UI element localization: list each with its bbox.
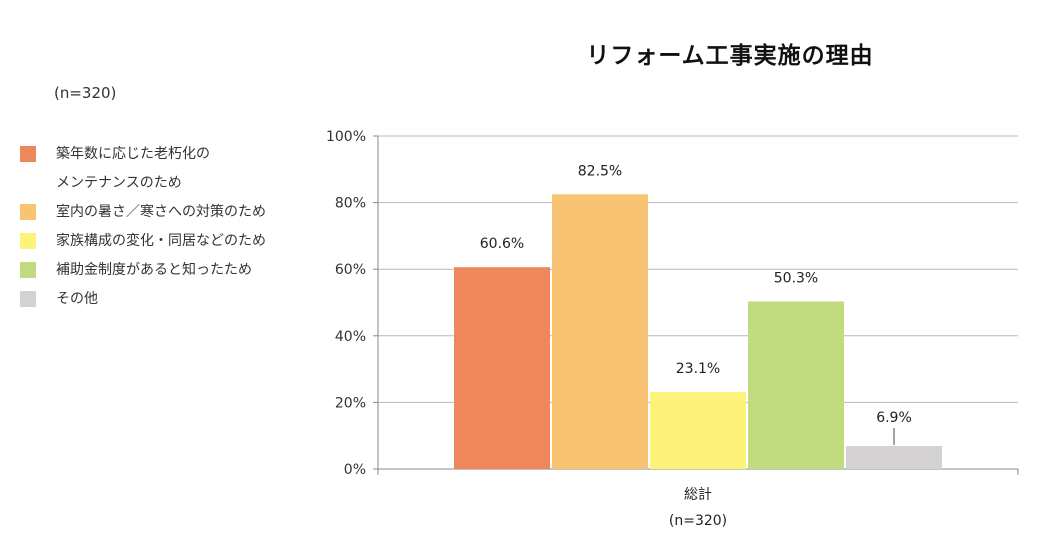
data-label: 50.3% [774,271,818,287]
bar [748,301,844,469]
legend-label: メンテナンスのため [56,175,182,191]
data-label: 82.5% [578,163,622,179]
legend-label: 家族構成の変化・同居などのため [56,233,266,249]
bar [650,392,746,469]
y-tick-label: 80% [335,196,366,212]
legend-item: 補助金制度があると知ったため [18,256,318,285]
data-label: 23.1% [676,361,720,377]
bar [454,267,550,469]
sample-size-label: (n=320) [54,84,117,102]
x-category-label: 総計 [684,487,712,503]
legend: 築年数に応じた老朽化の メンテナンスのため室内の暑さ／寒さへの対策のため 家族構成の… [18,140,318,314]
legend-swatch [20,262,36,278]
y-tick-label: 0% [344,462,366,478]
legend-swatch [20,291,36,307]
legend-item: その他 [18,285,318,314]
y-tick-label: 40% [335,329,366,345]
bar [552,194,648,469]
legend-item: 室内の暑さ／寒さへの対策のため [18,198,318,227]
data-label: 6.9% [876,410,912,426]
y-tick-label: 20% [335,395,366,411]
data-label: 60.6% [480,236,524,252]
legend-swatch [20,204,36,220]
legend-label: その他 [56,291,98,307]
x-category-sublabel: (n=320) [669,513,727,529]
legend-swatch [20,233,36,249]
chart-title: リフォーム工事実施の理由 [586,43,874,69]
legend-label: 補助金制度があると知ったため [56,262,252,278]
legend-label: 室内の暑さ／寒さへの対策のため [56,204,266,220]
y-tick-label: 60% [335,262,366,278]
legend-item: 家族構成の変化・同居などのため [18,227,318,256]
y-tick-label: 100% [326,129,366,145]
legend-swatch [20,146,36,162]
legend-label: 築年数に応じた老朽化の [56,146,210,162]
bar [846,446,942,469]
legend-item: 築年数に応じた老朽化の メンテナンスのため [18,140,318,198]
